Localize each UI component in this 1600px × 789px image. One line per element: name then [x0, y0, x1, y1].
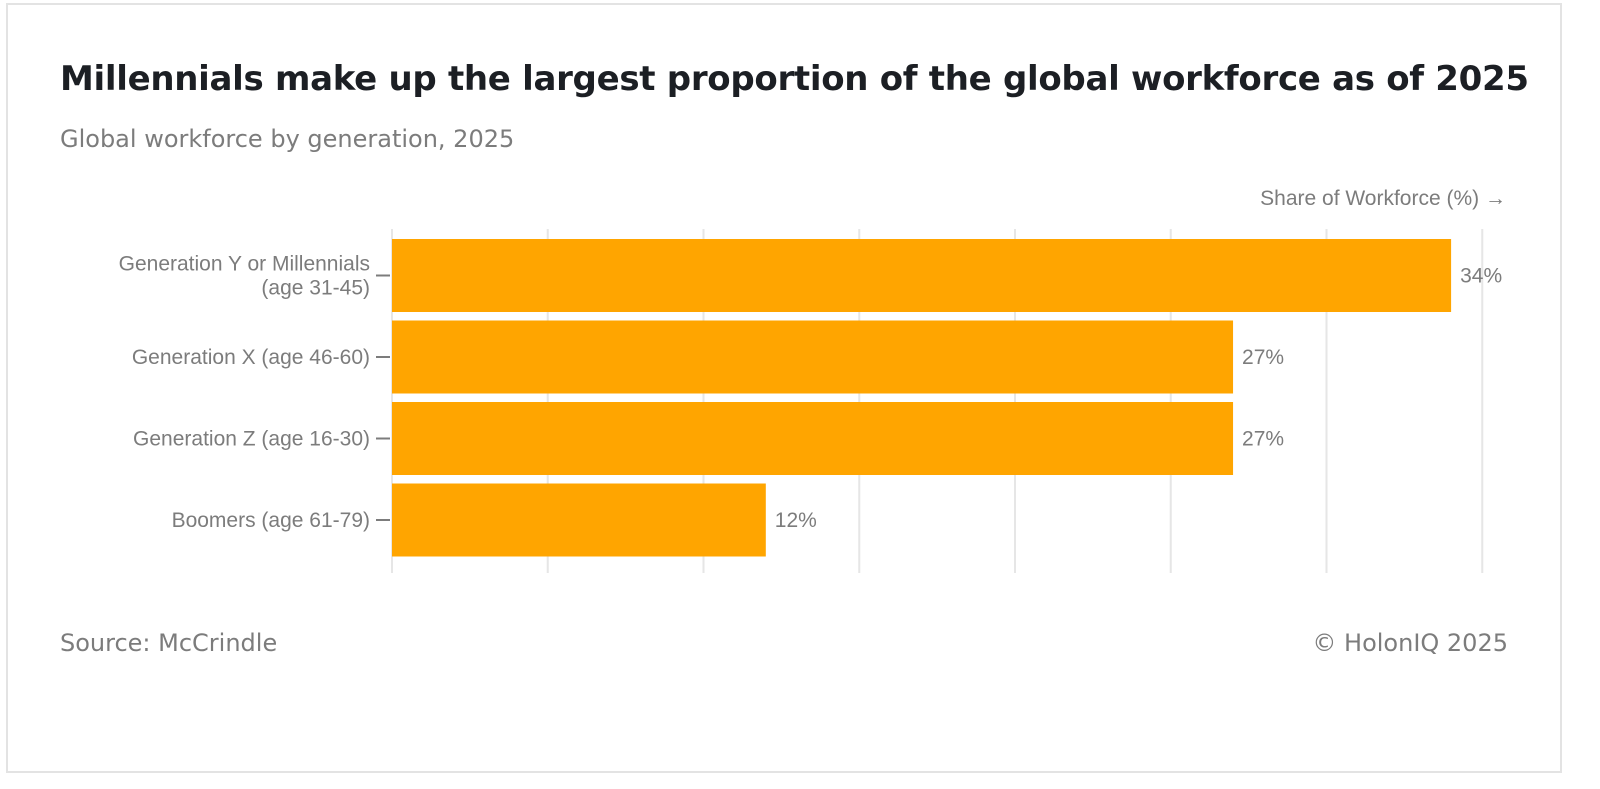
chart-card: Millennials make up the largest proporti… — [6, 3, 1562, 773]
bar — [392, 239, 1452, 312]
source-note: Source: McCrindle — [60, 629, 278, 657]
category-label-line: (age 31-45) — [261, 277, 370, 300]
category-label: Generation X (age 46-60) — [132, 346, 370, 369]
data-label: 27% — [1242, 428, 1284, 451]
bar — [392, 320, 1234, 394]
data-label: 34% — [1460, 265, 1502, 288]
chart-subtitle: Global workforce by generation, 2025 — [60, 125, 515, 153]
data-label: 12% — [775, 509, 817, 532]
category-label: Boomers (age 61-79) — [172, 509, 370, 532]
copyright-note: © HolonIQ 2025 — [1312, 629, 1508, 657]
data-label: 27% — [1242, 346, 1284, 369]
category-label: Generation Z (age 16-30) — [133, 428, 370, 451]
x-axis-title: Share of Workforce (%) → — [1260, 187, 1506, 210]
category-label-line: Generation X (age 46-60) — [132, 346, 370, 369]
chart-title: Millennials make up the largest proporti… — [60, 59, 1529, 99]
bar — [392, 402, 1234, 475]
bar-chart: Share of Workforce (%) → 34% Generation Y … — [119, 187, 1506, 573]
category-label: Generation Y or Millennials (age 31-45) — [119, 253, 370, 300]
category-label-line: Generation Z (age 16-30) — [133, 428, 370, 451]
bar — [392, 483, 766, 557]
category-label-line: Boomers (age 61-79) — [172, 509, 370, 532]
category-label-line: Generation Y or Millennials — [119, 253, 370, 276]
